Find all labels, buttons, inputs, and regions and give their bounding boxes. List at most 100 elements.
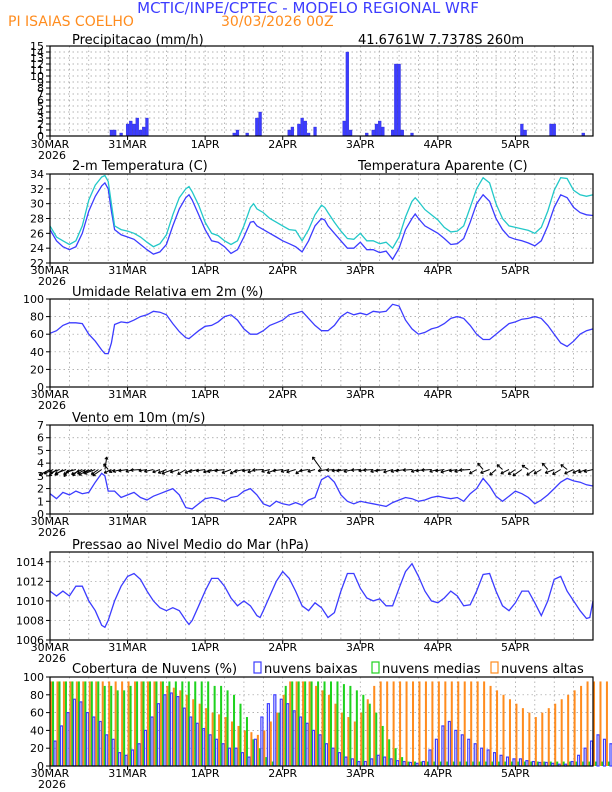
cloud-bar-mid: [71, 681, 74, 766]
x-tick-label: 31MAR: [108, 515, 147, 528]
wind-vector-head: [221, 470, 226, 475]
cloud-bar-mid: [161, 681, 164, 766]
wind-vector-head: [38, 472, 43, 476]
wind-vector: [233, 469, 245, 473]
cloud-bar-mid: [381, 725, 384, 766]
cloud-bar-mid: [233, 694, 236, 766]
precip-bar: [342, 120, 346, 137]
series-line-cyan: [49, 174, 594, 250]
x-tick-label: 31MAR: [108, 767, 147, 780]
x-tick-label: 30MAR: [31, 138, 70, 151]
precip-bar: [523, 129, 527, 137]
cloud-bar-mid: [226, 690, 229, 766]
wind-vector-head: [152, 469, 156, 474]
y-tick-label: 100: [23, 671, 44, 684]
cloud-bar-high: [431, 681, 434, 766]
legend-swatch: [371, 661, 380, 674]
wind-vector: [144, 469, 154, 473]
wind-vector-head: [118, 468, 122, 473]
wind-vector-head: [395, 468, 399, 473]
wind-vector: [196, 469, 206, 472]
wind-vector-head: [78, 472, 82, 476]
wind-vector: [130, 469, 141, 471]
y-tick-label: 12: [30, 58, 44, 71]
wind-vector-head: [233, 469, 238, 474]
wind-vector-head: [203, 469, 207, 474]
y-tick-label: 26: [30, 227, 44, 240]
cloud-bar-mid: [491, 761, 494, 766]
wind-vector: [103, 463, 109, 470]
y-tick-label: 13: [30, 52, 44, 65]
wind-vector-head: [390, 469, 394, 473]
cloud-bar-mid: [77, 681, 80, 766]
wind-vector: [583, 469, 594, 473]
cloud-bar-mid: [329, 681, 333, 766]
precip-bar: [397, 63, 401, 137]
wind-vector-head: [286, 469, 290, 474]
wind-vector-head: [500, 470, 504, 475]
wind-vector-head: [552, 471, 556, 475]
precip-bar: [371, 129, 375, 137]
cloud-bar-mid: [278, 712, 281, 766]
cloud-bar-mid: [523, 761, 526, 766]
cloud-bar-mid: [498, 761, 501, 766]
cloud-bar-mid: [517, 761, 520, 766]
cloud-bar-high: [62, 681, 65, 766]
cloud-bar-high: [554, 703, 557, 766]
wind-vector-head: [195, 468, 200, 473]
cloud-bar-high: [179, 690, 182, 766]
wind-vector: [331, 469, 341, 472]
precip-bar: [135, 117, 139, 137]
series-line-blue: [49, 562, 594, 629]
wind-vector: [242, 469, 251, 472]
cloud-bar-mid: [110, 685, 113, 766]
wind-vector-head: [477, 462, 481, 467]
cloud-bar-high: [185, 694, 188, 766]
wind-vector-head: [331, 468, 335, 473]
cloud-bar-high: [69, 681, 72, 766]
wind-vector: [92, 469, 103, 477]
cloud-bar-high: [295, 681, 298, 766]
wind-vector: [84, 469, 96, 475]
y-tick-label: 60: [30, 707, 44, 720]
wind-vector-head: [108, 469, 113, 473]
cloud-bar-high: [560, 699, 563, 766]
wind-vector-head: [241, 468, 246, 473]
y-tick-label: 0: [37, 381, 44, 394]
wind-vector: [496, 464, 503, 470]
wind-vector-head: [370, 469, 374, 473]
wind-vector: [77, 469, 86, 475]
wind-vector-head: [572, 470, 576, 474]
wind-vector: [158, 469, 167, 474]
y-tick-label: 0: [37, 760, 44, 773]
cloud-bar-mid: [536, 761, 539, 766]
cloud-bar-high: [470, 681, 473, 766]
precip-bar: [235, 129, 240, 137]
wind-vector-head: [144, 469, 148, 473]
cloud-bar-mid: [562, 761, 565, 766]
plot-frame: [49, 45, 594, 137]
wind-vector: [307, 469, 316, 473]
cloud-bar-high: [599, 681, 602, 766]
wind-vector: [44, 469, 54, 475]
cloud-bar-mid: [58, 681, 61, 766]
wind-vector-head: [435, 468, 439, 473]
precip-bar: [374, 123, 379, 137]
precip-bar: [125, 123, 130, 137]
series-line-blue: [49, 303, 594, 355]
wind-vector-head: [125, 469, 129, 473]
y-tick-label: 34: [30, 168, 44, 181]
cloud-bar-high: [289, 681, 292, 766]
y-tick-label: 2: [37, 483, 44, 496]
cloud-bar-high: [243, 730, 246, 766]
wind-vector: [71, 469, 83, 475]
wind-vector-head: [295, 470, 299, 475]
cloud-bar-high: [192, 699, 195, 766]
cloud-bar-mid: [575, 761, 578, 766]
precip-bar: [258, 111, 262, 137]
cloud-bar-mid: [601, 761, 604, 766]
wind-vector-head: [169, 469, 174, 474]
wind-vector: [312, 456, 322, 470]
precip-bar: [381, 126, 385, 137]
